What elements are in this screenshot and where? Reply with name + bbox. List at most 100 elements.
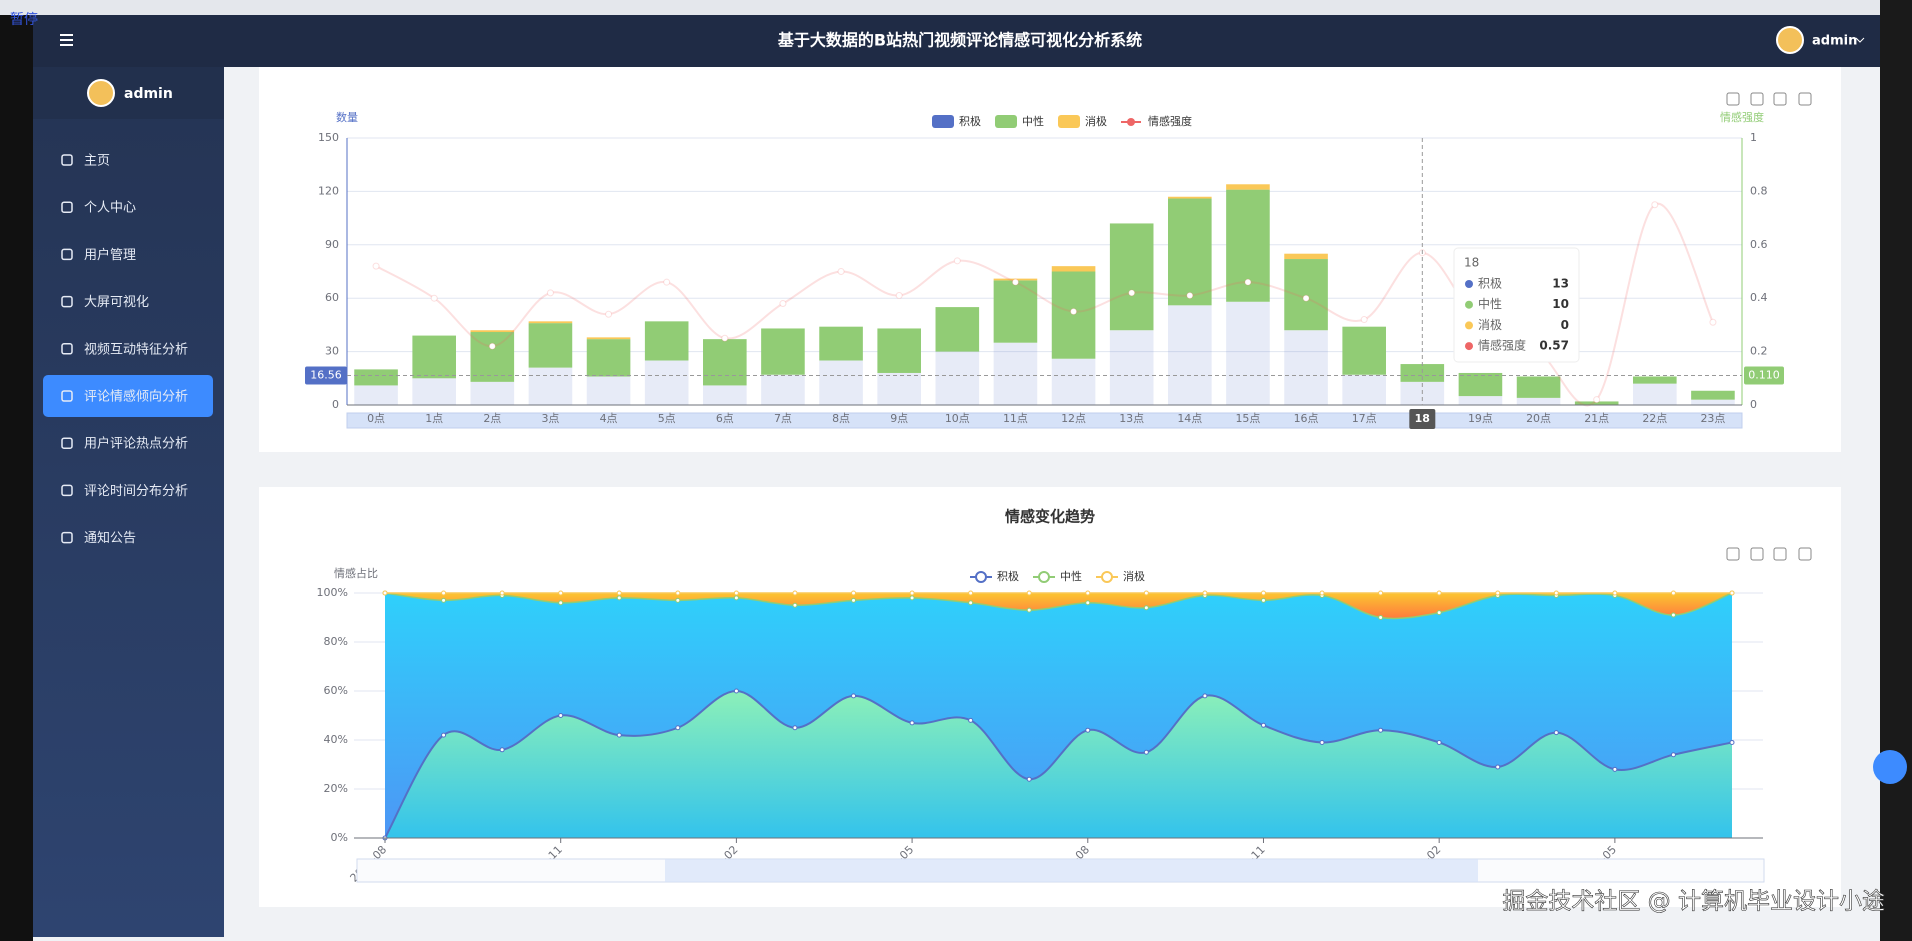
line-point	[721, 334, 729, 342]
line-point	[1709, 318, 1717, 326]
area-point	[1495, 764, 1501, 770]
line-point	[779, 300, 787, 308]
bar	[935, 307, 980, 352]
menu-icon	[61, 295, 73, 308]
y-tick-label: 0	[332, 398, 339, 411]
menu-item[interactable]: 用户管理	[84, 247, 136, 263]
tooltip-value: 0.57	[1539, 339, 1569, 353]
tooltip-name: 消极	[1478, 318, 1502, 332]
bar	[1691, 390, 1735, 400]
menu-item[interactable]: 评论情感倾向分析	[84, 389, 188, 405]
area-point	[1260, 597, 1266, 603]
bar	[470, 330, 515, 333]
bar	[1226, 184, 1270, 190]
bar	[703, 339, 747, 386]
area-point	[675, 725, 681, 731]
data-zoom[interactable]	[346, 412, 1743, 429]
legend-label[interactable]: 中性	[1022, 114, 1044, 128]
legend-label[interactable]: 情感强度	[1148, 114, 1192, 128]
menu-item[interactable]: 主页	[84, 154, 110, 169]
x-tick-label: 13点	[1119, 412, 1144, 425]
header-avatar[interactable]	[1776, 26, 1804, 54]
menu-item[interactable]: 个人中心	[84, 201, 136, 216]
bar	[412, 378, 456, 405]
tooltip-dot	[1465, 300, 1473, 309]
toolbox-icon[interactable]	[1773, 92, 1787, 106]
bar	[1516, 397, 1561, 405]
area-point	[1495, 590, 1501, 596]
toolbox-icon[interactable]	[1726, 92, 1740, 106]
y2-axis-name: 情感强度	[1720, 110, 1764, 124]
toolbox-icon[interactable]	[1726, 547, 1740, 561]
x-tick-label: 11点	[1003, 412, 1028, 425]
menu-toggle[interactable]	[60, 34, 73, 46]
bar	[703, 385, 747, 405]
menu-active	[43, 375, 213, 417]
tooltip-name: 积极	[1478, 277, 1502, 291]
line-point	[1011, 278, 1019, 286]
overlay-status: 暂停	[10, 11, 38, 28]
header	[33, 15, 1880, 67]
menu-item[interactable]: 评论时间分布分析	[84, 484, 188, 499]
bar	[761, 328, 805, 375]
menu-item[interactable]: 通知公告	[84, 530, 136, 546]
area-point	[1612, 590, 1618, 596]
bar	[1284, 330, 1328, 405]
legend-label[interactable]: 消极	[1085, 114, 1107, 128]
toolbox-icon[interactable]	[1750, 92, 1764, 106]
toolbox-icon[interactable]	[1798, 92, 1812, 106]
area-point	[733, 688, 739, 694]
legend-label[interactable]: 消极	[1123, 569, 1145, 583]
area-point	[1436, 739, 1442, 745]
menu-item[interactable]: 视频互动特征分析	[84, 342, 188, 357]
bar	[1109, 330, 1154, 405]
bar	[470, 381, 515, 405]
x-tick-label: 22点	[1642, 412, 1667, 425]
line-point	[1360, 316, 1368, 324]
bar	[586, 376, 631, 405]
area-point	[558, 590, 564, 596]
tooltip-dot	[1465, 321, 1473, 330]
header-caret[interactable]	[1855, 37, 1865, 43]
area-point	[733, 590, 739, 596]
area-point	[1085, 600, 1091, 606]
legend-label[interactable]: 中性	[1060, 569, 1082, 583]
x-tick-label: 5点	[658, 412, 676, 425]
tooltip-value: 10	[1552, 297, 1569, 311]
y-tick-label: 120	[318, 184, 339, 197]
area-point	[499, 590, 505, 596]
data-zoom-window[interactable]	[665, 859, 1478, 882]
area-point	[616, 595, 622, 601]
area-point	[1670, 590, 1676, 596]
legend-icon	[1127, 118, 1135, 126]
line-point	[1593, 396, 1601, 404]
bar	[528, 321, 573, 324]
sidebar-user-box	[33, 67, 224, 119]
bar	[993, 342, 1038, 405]
line-point	[1651, 201, 1659, 209]
area-point	[441, 590, 447, 596]
header-user[interactable]: admin	[1812, 34, 1857, 49]
bar	[470, 332, 515, 382]
legend-label[interactable]: 积极	[997, 569, 1019, 583]
area-point	[1085, 590, 1091, 596]
toolbox-icon[interactable]	[1773, 547, 1787, 561]
y2-tick-label: 0.6	[1750, 238, 1768, 251]
area-point	[1729, 590, 1735, 596]
sidebar-menu: 主页个人中心用户管理大屏可视化视频互动特征分析评论情感倾向分析用户评论热点分析评…	[43, 154, 213, 546]
toolbox-icon[interactable]	[1798, 547, 1812, 561]
bar	[1633, 376, 1677, 384]
float-button[interactable]	[1873, 750, 1907, 784]
x-tick-label: 19点	[1468, 412, 1493, 425]
area-point	[558, 713, 564, 718]
menu-item[interactable]: 用户评论热点分析	[84, 436, 188, 452]
toolbox-icon[interactable]	[1750, 547, 1764, 561]
area-point	[1436, 590, 1442, 596]
area-point	[909, 720, 915, 726]
menu-item[interactable]: 大屏可视化	[84, 295, 149, 310]
area-point	[675, 597, 681, 603]
legend-label[interactable]: 积极	[959, 114, 981, 128]
bar	[644, 321, 689, 361]
y-tick-label: 40%	[324, 733, 348, 746]
